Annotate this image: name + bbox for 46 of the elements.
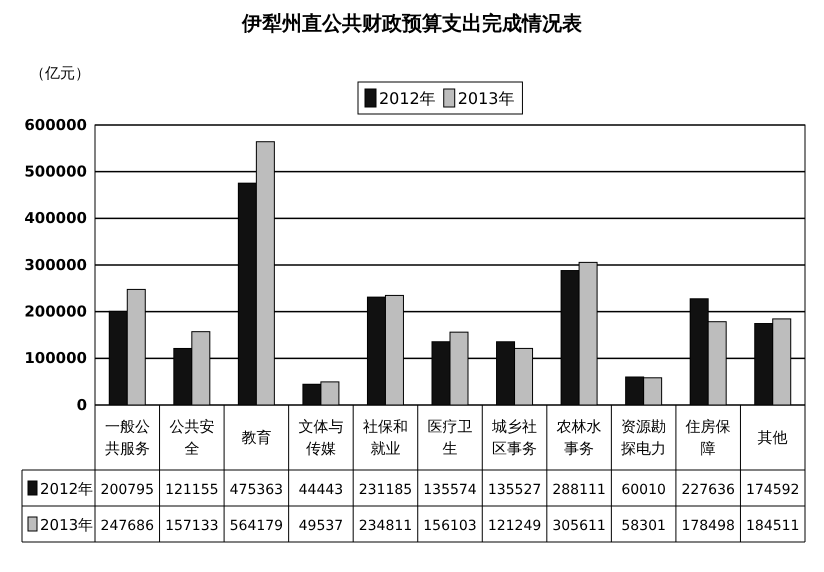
data-label: 305611 — [552, 518, 606, 534]
y-tick-label: 400000 — [24, 209, 87, 228]
data-label: 58301 — [621, 518, 666, 534]
data-label: 227636 — [681, 482, 735, 498]
x-tick-label: 资源勘探电力 — [621, 418, 666, 458]
x-tick-label: 一般公共服务 — [104, 418, 150, 458]
data-label: 247686 — [100, 518, 154, 534]
legend-label: 2012年 — [379, 89, 436, 108]
text: 2013年 — [40, 516, 94, 534]
text: 2012年 — [40, 480, 94, 498]
data-label: 288111 — [552, 482, 606, 498]
x-tick-label: 教育 — [241, 428, 272, 446]
data-label: 49537 — [298, 518, 344, 534]
data-label: 234811 — [358, 518, 412, 534]
x-tick-label: 城乡社区事务 — [491, 418, 538, 458]
y-tick-label: 200000 — [24, 302, 87, 320]
x-tick-label: 社保和就业 — [362, 418, 408, 458]
y-tick-label: 0 — [76, 396, 87, 414]
data-label: 184511 — [746, 518, 800, 534]
data-label: 121249 — [488, 518, 542, 534]
x-tick-label: 其他 — [758, 428, 788, 446]
data-label: 44443 — [298, 482, 344, 498]
y-tick-label: 100000 — [24, 349, 87, 368]
chart-title: 伊犁州直公共财政预算支出完成情况表 — [241, 11, 582, 35]
data-label: 200795 — [100, 482, 154, 498]
data-label: 174592 — [746, 482, 800, 498]
y-tick-label: 500000 — [24, 162, 87, 180]
data-label: 475363 — [230, 482, 284, 498]
x-tick-label: 医疗卫生 — [428, 418, 472, 458]
x-tick-label: 公共安全 — [169, 418, 214, 458]
y-tick-label: 300000 — [24, 256, 87, 274]
data-label: 564179 — [230, 518, 284, 534]
data-label: 60010 — [621, 482, 666, 498]
y-axis-title: （亿元） — [30, 64, 90, 82]
data-label: 231185 — [358, 482, 412, 498]
data-label: 135574 — [423, 482, 477, 498]
x-tick-label: 文体与传媒 — [298, 418, 344, 458]
y-tick-label: 600000 — [24, 116, 87, 134]
data-label: 157133 — [165, 518, 219, 534]
x-tick-label: 住房保障 — [684, 418, 731, 458]
data-label: 178498 — [681, 518, 735, 534]
legend-label: 2013年 — [458, 89, 514, 108]
x-tick-label: 农林水事务 — [556, 418, 602, 458]
data-label: 121155 — [165, 482, 219, 498]
data-label: 135527 — [488, 482, 542, 498]
data-label: 156103 — [423, 518, 477, 534]
